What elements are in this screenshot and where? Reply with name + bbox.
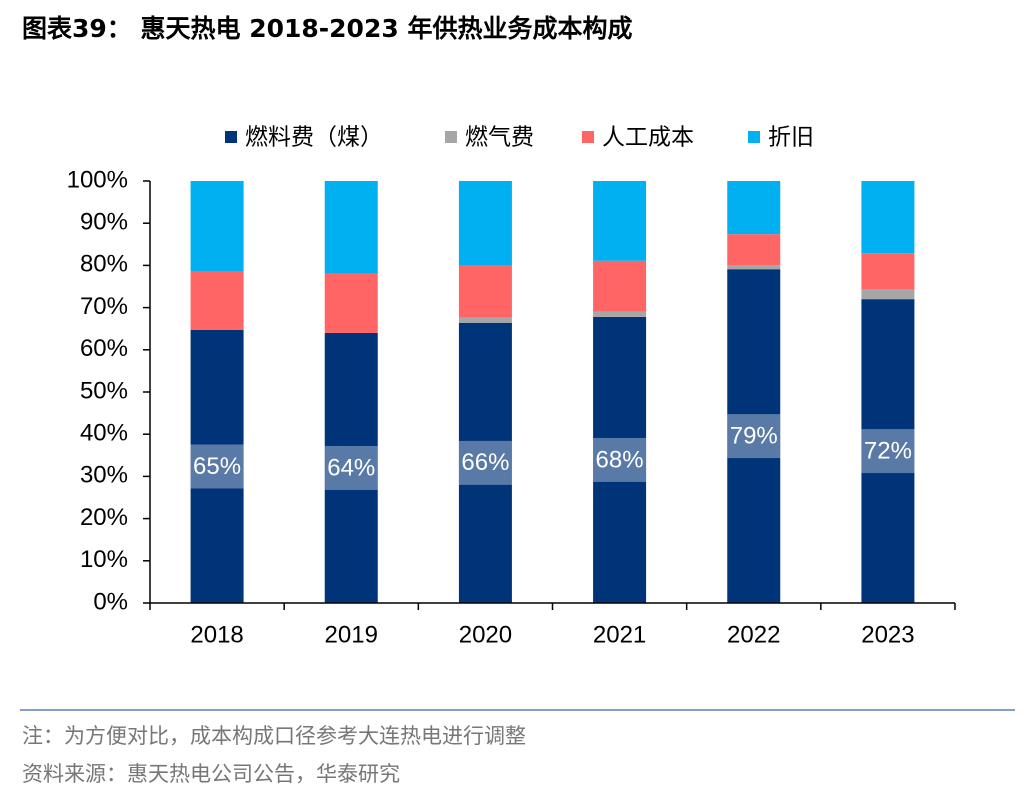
value-label-box bbox=[593, 437, 647, 482]
bar-segment bbox=[593, 181, 647, 261]
y-tick-label: 90% bbox=[80, 209, 128, 236]
bar-segment bbox=[593, 260, 647, 312]
bar-segment bbox=[458, 317, 512, 323]
y-tick-label: 80% bbox=[80, 251, 128, 278]
y-tick-label: 30% bbox=[80, 462, 128, 489]
legend-swatch bbox=[225, 131, 237, 143]
bar-segment bbox=[593, 316, 647, 603]
legend-label: 折旧 bbox=[768, 125, 814, 151]
bar-segment bbox=[727, 269, 781, 603]
value-label: 79% bbox=[730, 422, 778, 449]
bar-segment bbox=[861, 299, 915, 603]
legend-swatch bbox=[582, 131, 594, 143]
legend-swatch bbox=[748, 131, 760, 143]
y-tick-label: 20% bbox=[80, 504, 128, 531]
x-tick-label: 2023 bbox=[861, 621, 914, 648]
y-tick-label: 100% bbox=[67, 166, 128, 193]
value-label-box bbox=[861, 429, 915, 474]
legend-label: 燃气费 bbox=[465, 125, 534, 151]
bar-segment bbox=[324, 272, 378, 333]
legend-swatch bbox=[445, 131, 457, 143]
bar-segment bbox=[593, 311, 647, 317]
bar-segment bbox=[458, 181, 512, 266]
value-label: 68% bbox=[596, 446, 644, 473]
y-tick-label: 40% bbox=[80, 420, 128, 447]
value-label-box bbox=[190, 444, 244, 489]
bar-segment bbox=[727, 264, 781, 270]
x-tick-label: 2020 bbox=[459, 621, 512, 648]
x-tick-label: 2021 bbox=[593, 621, 646, 648]
x-tick-label: 2019 bbox=[325, 621, 378, 648]
bar-segment bbox=[190, 329, 244, 603]
bar-segment bbox=[190, 271, 244, 330]
bar-segment bbox=[458, 322, 512, 603]
value-label-box bbox=[727, 414, 781, 459]
bar-segment bbox=[861, 181, 915, 254]
value-label: 72% bbox=[864, 437, 912, 464]
bar-segment bbox=[861, 289, 915, 300]
chart-title: 图表39： 惠天热电 2018-2023 年供热业务成本构成 bbox=[22, 14, 632, 43]
x-tick-label: 2018 bbox=[190, 621, 243, 648]
bar-segment bbox=[324, 181, 378, 273]
y-tick-label: 60% bbox=[80, 335, 128, 362]
bar-segment bbox=[861, 253, 915, 290]
bar-segment bbox=[190, 181, 244, 272]
bar-segment bbox=[727, 234, 781, 265]
value-label-box bbox=[324, 445, 378, 490]
value-label: 65% bbox=[193, 453, 241, 480]
y-tick-label: 10% bbox=[80, 546, 128, 573]
value-label-box bbox=[458, 440, 512, 485]
y-tick-label: 50% bbox=[80, 377, 128, 404]
bar-segment bbox=[324, 332, 378, 603]
bar-segment bbox=[458, 265, 512, 318]
value-label: 66% bbox=[461, 449, 509, 476]
note: 注：为方便对比，成本构成口径参考大连热电进行调整 bbox=[22, 724, 526, 748]
y-tick-label: 70% bbox=[80, 293, 128, 320]
value-label: 64% bbox=[327, 454, 375, 481]
y-tick-label: 0% bbox=[93, 588, 128, 615]
source: 资料来源：惠天热电公司公告，华泰研究 bbox=[22, 762, 400, 786]
x-tick-label: 2022 bbox=[727, 621, 780, 648]
legend-label: 人工成本 bbox=[602, 125, 694, 151]
legend-label: 燃料费（煤） bbox=[245, 125, 383, 151]
bar-segment bbox=[727, 181, 781, 235]
